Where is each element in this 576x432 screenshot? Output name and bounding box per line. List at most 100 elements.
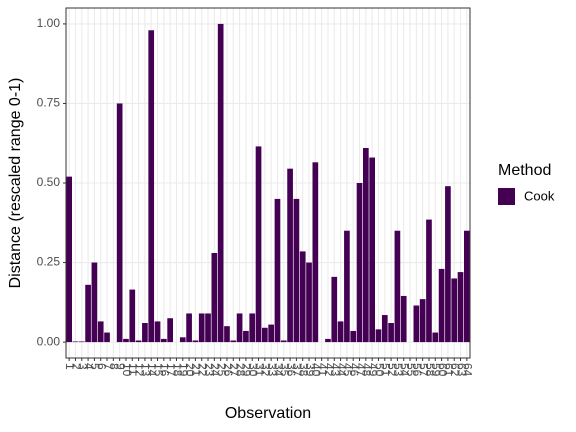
x-tick-label: 55 [404,363,418,377]
bar [426,219,432,343]
x-tick-label: 63 [454,363,468,377]
x-tick-label: 48 [360,363,374,377]
bar [85,284,91,343]
bar [381,315,388,343]
x-tick-label: 3 [76,363,90,370]
x-tick-label: 22 [196,363,210,377]
x-tick-label: 31 [252,363,266,377]
bar [230,340,237,343]
x-tick-label: 42 [322,363,336,377]
x-tick-label: 12 [132,363,146,377]
bar [274,198,281,343]
x-tick-label: 10 [120,363,134,377]
y-axis-label: Distance (rescaled range 0-1) [7,78,24,289]
bar [394,230,401,343]
x-tick-label: 61 [442,363,456,377]
bar [186,313,192,343]
x-tick-label: 29 [240,363,254,377]
x-tick-label: 14 [145,363,159,377]
bar [123,338,129,343]
x-tick-label: 56 [410,363,424,377]
x-tick-label: 7 [101,363,115,370]
x-tick-label: 49 [366,363,380,377]
bar [243,330,249,343]
legend-title: Method [498,162,551,179]
x-tick-label: 15 [151,363,165,377]
x-tick-label: 8 [107,363,121,370]
x-tick-label: 23 [202,363,216,377]
x-tick-label: 20 [183,363,197,377]
x-tick-label: 58 [423,363,437,377]
x-tick-label: 1 [63,363,77,370]
bar [167,318,173,343]
bar [72,341,79,343]
bar [78,341,85,343]
bar [211,253,218,343]
x-tick-label: 27 [227,363,241,377]
bar [205,313,211,343]
x-tick-label: 6 [95,363,109,370]
bar [438,268,445,343]
bar [135,340,142,343]
bar [306,262,312,343]
bar [91,262,98,343]
bar [445,186,451,343]
bar [400,295,407,343]
x-tick-label: 4 [82,363,96,370]
bar [356,183,363,343]
bar [66,176,72,343]
legend-key [498,188,515,205]
x-tick-label: 43 [328,363,342,377]
x-tick-label: 33 [265,363,279,377]
x-tick-label: 34 [271,363,285,377]
x-tick-label: 32 [259,363,273,377]
bar [236,313,243,343]
x-tick-label: 57 [416,363,430,377]
bar [344,230,350,343]
bar [325,338,331,343]
bar [369,157,375,343]
x-tick-label: 50 [372,363,386,377]
bar [287,168,293,343]
x-tick-label: 62 [448,363,462,377]
bar [142,323,148,343]
x-tick-label: 28 [233,363,247,377]
bar [148,30,155,343]
bar [337,321,344,343]
x-tick-label: 59 [429,363,443,377]
x-tick-label: 17 [164,363,178,377]
bar [224,326,230,343]
x-axis-label: Observation [225,405,311,422]
bar [192,340,199,343]
x-tick-label: 21 [189,363,203,377]
x-tick-label: 44 [334,363,348,377]
bar [350,330,357,343]
bar [280,340,287,343]
bar [116,103,123,343]
bar [464,230,470,343]
x-tick-label: 60 [435,363,449,377]
bar [451,278,458,343]
x-tick-label: 51 [379,363,393,377]
bar [217,23,224,343]
x-tick-label: 35 [278,363,292,377]
x-tick-label: 9 [113,363,127,370]
bar [457,272,464,343]
x-tick-label: 2 [69,363,83,370]
bar [154,321,161,343]
bar [363,148,369,343]
bar [262,327,268,343]
x-tick-label: 25 [214,363,228,377]
x-tick-label: 53 [391,363,405,377]
x-tick-label: 11 [126,363,140,376]
bar [268,324,274,343]
y-tick-label: 0.50 [37,175,61,189]
bar [179,337,186,343]
y-tick-label: 1.00 [37,16,61,30]
bar [249,313,256,343]
bar [104,332,110,343]
x-tick-label: 37 [290,363,304,377]
y-tick-label: 0.00 [37,334,61,348]
bar [198,313,205,343]
